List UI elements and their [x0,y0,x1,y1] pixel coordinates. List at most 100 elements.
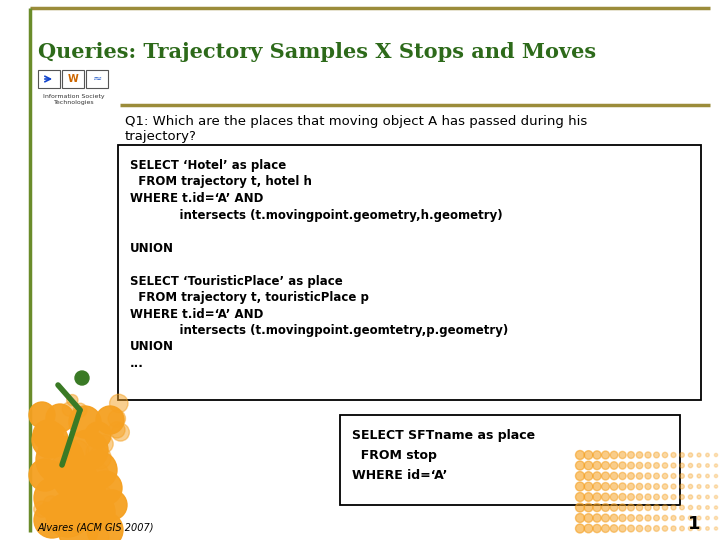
Text: W: W [68,74,78,84]
Circle shape [697,474,701,478]
Circle shape [584,482,593,491]
Circle shape [611,472,618,480]
Circle shape [706,474,709,478]
Circle shape [611,504,618,511]
Text: FROM stop: FROM stop [352,449,437,462]
Circle shape [628,494,634,501]
Circle shape [75,492,115,532]
Circle shape [706,485,709,488]
Circle shape [593,514,601,522]
Circle shape [671,463,676,468]
Text: WHERE t.id=‘A’ AND: WHERE t.id=‘A’ AND [130,192,264,205]
Circle shape [112,423,130,441]
Circle shape [575,471,585,481]
Circle shape [46,404,74,432]
Circle shape [34,501,50,517]
Circle shape [619,483,626,490]
Circle shape [636,472,643,479]
Circle shape [86,444,102,460]
Circle shape [34,502,70,538]
Circle shape [671,516,676,521]
Circle shape [575,482,585,491]
Circle shape [584,524,593,533]
Circle shape [575,514,585,523]
Circle shape [34,477,76,519]
Circle shape [714,506,718,509]
Circle shape [706,453,709,457]
Circle shape [611,514,618,522]
Text: ≈: ≈ [92,74,102,84]
Circle shape [611,462,618,469]
Text: Information Society
Technologies: Information Society Technologies [43,94,105,105]
Circle shape [95,435,113,453]
Circle shape [680,463,684,468]
Circle shape [654,525,660,531]
Circle shape [619,515,626,522]
Text: intersects (t.movingpoint.geomtetry,p.geometry): intersects (t.movingpoint.geomtetry,p.ge… [130,324,508,337]
Circle shape [108,410,125,427]
Circle shape [611,451,618,459]
Circle shape [671,484,676,489]
Circle shape [87,512,123,540]
Circle shape [67,395,78,406]
Circle shape [601,451,609,459]
Circle shape [636,525,643,532]
Circle shape [601,493,609,501]
Circle shape [628,462,634,469]
Circle shape [33,420,63,450]
Circle shape [96,406,124,434]
Circle shape [601,472,609,480]
Text: FROM trajectory t, touristicPlace p: FROM trajectory t, touristicPlace p [130,291,369,304]
Circle shape [697,495,701,499]
Circle shape [60,472,106,518]
Text: Alvares (ACM GIS 2007): Alvares (ACM GIS 2007) [38,523,155,533]
Circle shape [584,514,593,522]
Circle shape [89,447,111,469]
Circle shape [688,453,693,457]
Circle shape [601,503,609,511]
Circle shape [628,504,634,511]
Circle shape [32,422,68,458]
Circle shape [109,422,125,438]
Circle shape [636,494,643,500]
Circle shape [69,406,101,438]
Circle shape [662,463,667,468]
Circle shape [645,494,651,500]
Circle shape [662,473,667,478]
Circle shape [662,453,667,458]
Text: WHERE t.id=‘A’ AND: WHERE t.id=‘A’ AND [130,307,264,321]
Circle shape [654,515,660,521]
Circle shape [662,515,667,521]
Circle shape [645,483,651,490]
Circle shape [575,503,585,512]
Text: FROM trajectory t, hotel h: FROM trajectory t, hotel h [130,176,312,188]
Circle shape [46,461,61,476]
Circle shape [79,451,117,489]
Circle shape [584,461,593,470]
FancyBboxPatch shape [118,145,701,400]
Circle shape [697,516,701,520]
FancyBboxPatch shape [86,70,108,88]
Circle shape [619,494,626,501]
Circle shape [697,453,701,457]
Circle shape [714,474,718,477]
Circle shape [67,440,89,462]
Circle shape [62,402,76,416]
Circle shape [714,454,718,457]
Circle shape [593,472,601,480]
Circle shape [109,394,128,413]
Circle shape [593,482,601,491]
Circle shape [688,463,693,468]
Text: SELECT SFTname as place: SELECT SFTname as place [352,429,535,442]
Circle shape [636,452,643,458]
Circle shape [714,464,718,467]
Circle shape [593,503,601,511]
Circle shape [654,473,660,479]
Circle shape [29,402,55,428]
Circle shape [706,495,709,499]
Circle shape [645,525,651,531]
Circle shape [619,462,626,469]
Circle shape [697,505,701,509]
Circle shape [636,504,643,511]
Circle shape [680,495,684,500]
